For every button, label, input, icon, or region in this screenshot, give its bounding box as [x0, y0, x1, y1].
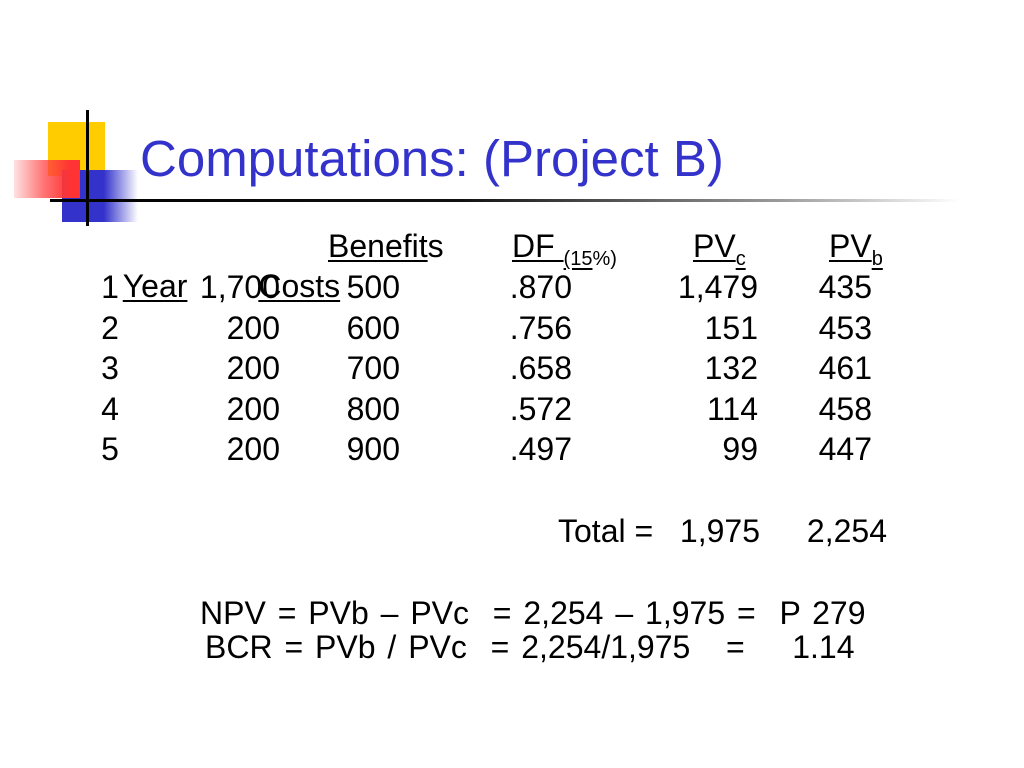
header-year: Year [70, 226, 188, 346]
header-costs: Costs [205, 226, 340, 346]
logo-red-bar [14, 160, 80, 198]
cell-costs: 200 [226, 310, 280, 346]
header-df-rate: (15 [563, 248, 593, 270]
table-row: 5 200 900 .497 99 447 [0, 429, 1024, 469]
cell-year: 5 [101, 431, 119, 467]
cell-year: 1 [101, 269, 119, 305]
cell-discount-factor: .756 [509, 310, 572, 346]
total-pv-costs: 1,975 [679, 513, 760, 549]
cell-discount-factor: .497 [509, 431, 572, 467]
total-row: Total = 1,975 2,254 [0, 511, 1024, 551]
cell-year: 3 [101, 350, 119, 386]
cell-benefits: 600 [346, 310, 400, 346]
total-label: Total = [558, 513, 654, 549]
cell-year: 4 [101, 391, 119, 427]
total-pv-benefits: 2,254 [806, 513, 887, 549]
table-row: 4 200 800 .572 114 458 [0, 389, 1024, 429]
cell-costs: 200 [226, 350, 280, 386]
cell-benefits: 900 [346, 431, 400, 467]
header-df: DF (15%) [512, 226, 617, 269]
table-header-row: Year Costs Benefits DF (15%) PVc PVb [0, 226, 1024, 304]
header-benefits: Benefits [328, 226, 444, 266]
cell-costs: 1,700 [199, 269, 280, 305]
cell-benefits: 800 [346, 391, 400, 427]
cell-discount-factor: .572 [509, 391, 572, 427]
cell-pv-costs: 132 [704, 350, 758, 386]
header-pv-costs: PVc [693, 226, 746, 269]
cell-pv-costs: 99 [722, 431, 758, 467]
header-pvc-label: PV [693, 228, 736, 264]
header-df-rate-suffix: %) [592, 248, 617, 270]
header-pv-benefits: PVb [829, 226, 883, 269]
header-benefits-suffix: s [427, 228, 444, 264]
cell-pv-benefits: 453 [818, 310, 872, 346]
logo-vertical-line [86, 110, 89, 226]
header-costs-label: Costs [258, 268, 341, 304]
cell-pv-costs: 1,479 [677, 269, 758, 305]
bcr-formula: BCR = PVb / PVc = 2,254/1,975 = 1.14 [205, 629, 855, 665]
cell-benefits: 500 [346, 269, 400, 305]
cell-year: 2 [101, 310, 119, 346]
header-benefits-label: Benefit [328, 228, 428, 264]
cell-pv-benefits: 458 [818, 391, 872, 427]
cell-pv-costs: 151 [704, 310, 758, 346]
cell-costs: 200 [226, 391, 280, 427]
header-df-label: DF [512, 228, 564, 264]
cell-discount-factor: .870 [509, 269, 572, 305]
header-pvc-subscript: c [735, 248, 746, 270]
table-row: 3 200 700 .658 132 461 [0, 348, 1024, 388]
table-row: 1 1,700 500 .870 1,479 435 [0, 267, 1024, 307]
cell-pv-benefits: 435 [818, 269, 872, 305]
cell-pv-costs: 114 [706, 391, 758, 427]
cell-benefits: 700 [346, 350, 400, 386]
cell-pv-benefits: 447 [818, 431, 872, 467]
npv-formula: NPV = PVb – PVc = 2,254 – 1,975 = P 279 [200, 595, 866, 631]
header-pvb-label: PV [829, 228, 872, 264]
header-year-label: Year [122, 268, 188, 304]
header-pvb-subscript: b [871, 248, 883, 270]
cell-costs: 200 [226, 431, 280, 467]
cell-pv-benefits: 461 [818, 350, 872, 386]
slide-title: Computations: (Project B) [140, 130, 724, 187]
table-row: 2 200 600 .756 151 453 [0, 308, 1024, 348]
title-rule [50, 199, 960, 202]
cell-discount-factor: .658 [509, 350, 572, 386]
